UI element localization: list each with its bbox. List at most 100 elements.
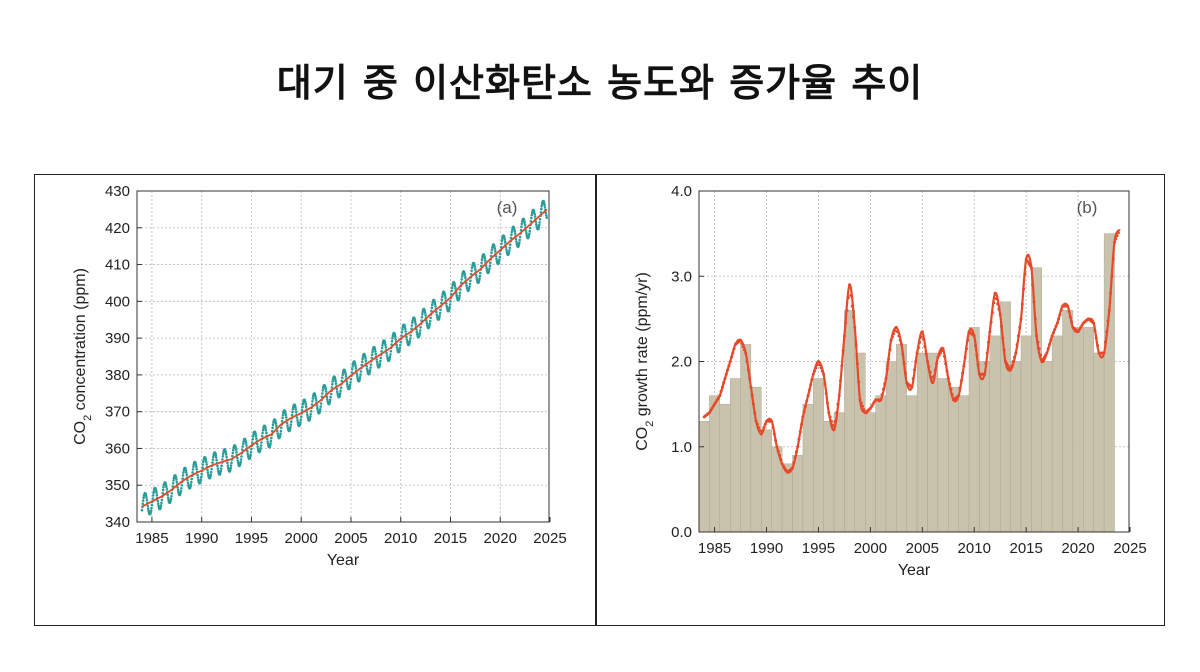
- chart-b-x-axis-label: Year: [898, 562, 931, 579]
- chart-b-growth-point: [781, 464, 785, 468]
- chart-a-monthly-point: [159, 506, 162, 509]
- chart-a-monthly-point: [175, 478, 178, 481]
- chart-a-monthly-point: [151, 497, 155, 500]
- chart-b-y-axis-label-rest: growth rate (ppm/yr): [634, 272, 651, 420]
- chart-a-monthly-point: [278, 434, 282, 438]
- chart-a-monthly-point: [508, 249, 511, 252]
- chart-b-growth-point: [852, 315, 855, 319]
- chart-a-monthly-point: [399, 340, 403, 344]
- chart-a-monthly-point: [145, 496, 148, 500]
- chart-b-growth-point: [987, 340, 990, 344]
- chart-b-growth-point: [796, 445, 800, 449]
- chart-b-growth-point: [911, 377, 915, 381]
- chart-a-monthly-point: [494, 254, 498, 258]
- chart-a-monthly-point: [160, 498, 164, 502]
- chart-b-growth-point: [928, 370, 932, 374]
- chart-a-monthly-point: [171, 482, 175, 485]
- chart-a-monthly-point: [161, 492, 164, 495]
- chart-b-growth-point: [879, 398, 883, 402]
- chart-a-monthly-point: [418, 331, 422, 335]
- chart-a-monthly-point: [306, 413, 309, 417]
- chart-b-growth-point: [1093, 329, 1097, 333]
- chart-a-monthly-point: [375, 358, 379, 361]
- chart-b-growth-point: [975, 353, 979, 357]
- chart-a-monthly-point: [329, 395, 332, 399]
- chart-a-monthly-point: [517, 243, 521, 246]
- chart-a-monthly-point: [345, 380, 349, 383]
- chart-a-monthly-point: [399, 344, 402, 347]
- chart-a-monthly-point: [200, 475, 203, 479]
- chart-b-growth-point: [1036, 340, 1040, 344]
- chart-b-growth-point: [771, 426, 775, 430]
- chart-a-monthly-point: [226, 461, 229, 465]
- chart-b-bar: [1020, 335, 1032, 533]
- chart-a-monthly-point: [359, 373, 362, 376]
- chart-b-growth-point: [922, 337, 926, 341]
- chart-a-monthly-point: [470, 269, 473, 273]
- chart-a-monthly-point: [528, 232, 531, 236]
- chart-a-monthly-point: [314, 394, 317, 398]
- chart-b-growth-point: [757, 426, 761, 430]
- chart-a-monthly-point: [473, 265, 477, 269]
- chart-a-monthly-point: [314, 398, 318, 402]
- chart-b-growth-point: [719, 389, 723, 393]
- chart-a-monthly-point: [319, 405, 323, 408]
- chart-b-bar: [865, 412, 876, 533]
- chart-a-monthly-point: [271, 426, 274, 430]
- chart-a-monthly-point: [189, 483, 193, 486]
- chart-a-monthly-point: [249, 453, 252, 457]
- chart-b-growth-point: [853, 325, 857, 329]
- chart-b-growth-point: [929, 376, 933, 379]
- chart-a-monthly-point: [518, 241, 521, 244]
- chart-a-monthly-point: [165, 488, 169, 491]
- chart-a-monthly-point: [251, 435, 255, 438]
- chart-b-growth-point: [723, 377, 727, 380]
- chart-b-x-tick-label: 2010: [958, 540, 991, 557]
- chart-b-growth-point: [801, 415, 805, 419]
- chart-a-monthly-point: [260, 434, 264, 438]
- chart-a-monthly-point: [196, 476, 200, 479]
- chart-a-x-tick-label: 2020: [484, 530, 517, 547]
- chart-a-monthly-point: [310, 403, 314, 406]
- chart-a-monthly-point: [458, 291, 462, 295]
- chart-a-monthly-point: [538, 221, 541, 224]
- chart-a-monthly-point: [458, 294, 461, 297]
- chart-b-x-tick-label: 2005: [906, 540, 939, 557]
- chart-a-monthly-point: [364, 359, 368, 363]
- chart-b-growth-point: [811, 372, 815, 376]
- chart-b-bar: [750, 386, 762, 533]
- chart-a-y-tick-label: 380: [105, 367, 130, 384]
- chart-a-monthly-point: [231, 451, 235, 455]
- chart-a-monthly-point: [311, 400, 314, 403]
- chart-b-growth-point: [1057, 317, 1061, 321]
- chart-b-growth-point: [728, 360, 732, 363]
- chart-a-monthly-point: [498, 255, 502, 259]
- chart-a-trend-line: [141, 208, 548, 508]
- chart-a-monthly-point: [400, 331, 404, 334]
- chart-a-monthly-point: [409, 334, 413, 337]
- chart-a-monthly-point: [414, 322, 417, 326]
- chart-a-monthly-point: [191, 471, 194, 474]
- chart-b-growth-point: [1058, 313, 1062, 317]
- chart-b-growth-point: [984, 362, 988, 366]
- chart-b-growth-point: [758, 429, 762, 433]
- chart-b-growth-point: [846, 296, 850, 300]
- chart-a-monthly-point: [529, 220, 533, 223]
- chart-a-monthly-point: [369, 363, 373, 366]
- chart-b-growth-point: [859, 401, 863, 405]
- chart-b-growth-point: [961, 371, 965, 375]
- chart-b-growth-point: [939, 351, 942, 355]
- chart-a-monthly-point: [405, 335, 408, 339]
- chart-a-monthly-point: [299, 418, 303, 422]
- chart-b-growth-point: [718, 394, 722, 398]
- chart-b-growth-point: [1032, 300, 1036, 304]
- chart-b-growth-point: [824, 392, 828, 395]
- chart-b-growth-point: [815, 363, 819, 367]
- chart-a-monthly-point: [271, 423, 275, 427]
- chart-a-monthly-point: [256, 445, 260, 449]
- chart-b-bar: [709, 395, 721, 533]
- chart-a-monthly-point: [244, 439, 247, 443]
- chart-b-growth-point: [1014, 351, 1018, 355]
- chart-a-monthly-point: [439, 308, 442, 312]
- chart-b-growth-point: [829, 419, 833, 423]
